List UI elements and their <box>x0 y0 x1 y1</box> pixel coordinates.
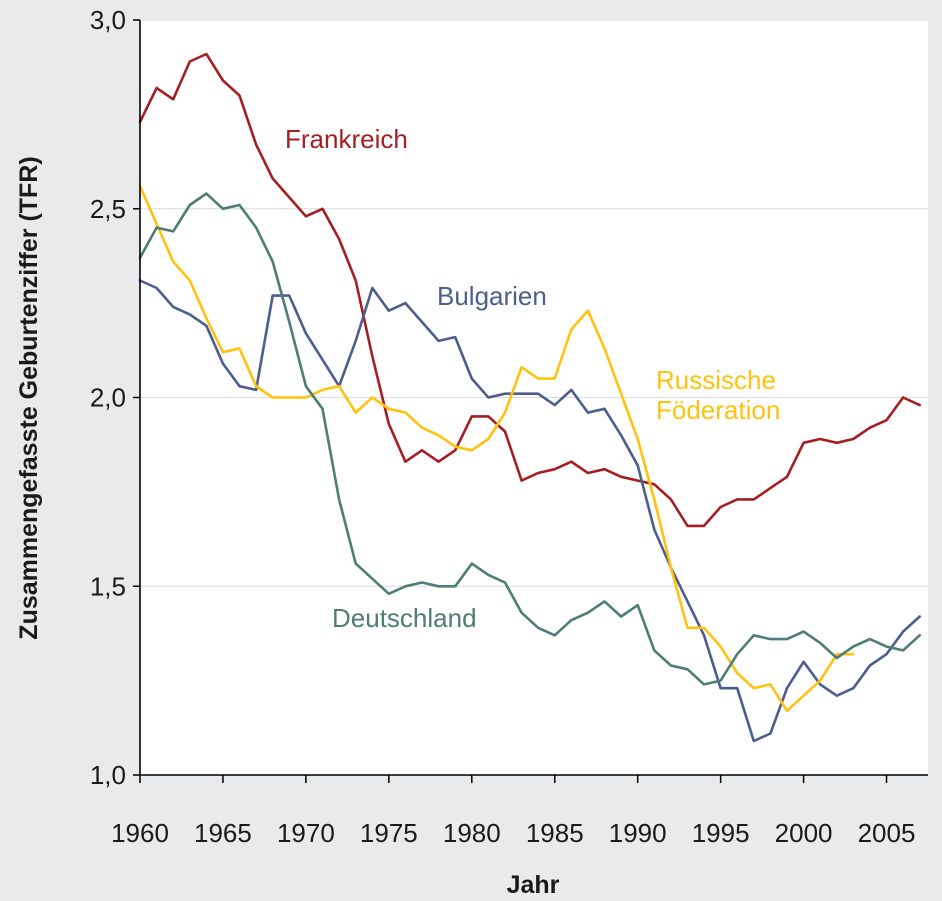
x-tick-label: 1975 <box>360 818 418 848</box>
series-label-bulgarien: Bulgarien <box>437 281 547 311</box>
x-tick-label: 2000 <box>775 818 833 848</box>
series-label-russland: Russische Föderation <box>656 365 783 425</box>
y-tick-label: 2,0 <box>90 383 126 413</box>
y-tick-label: 1,5 <box>90 571 126 601</box>
x-tick-label: 1995 <box>692 818 750 848</box>
series-label-frankreich: Frankreich <box>285 124 408 154</box>
series-line-russische-f-deration <box>138 184 855 713</box>
gridlines <box>140 19 928 587</box>
series-line-frankreich <box>138 52 922 528</box>
x-tick-label: 1960 <box>111 818 169 848</box>
y-tick-label: 2,5 <box>90 194 126 224</box>
series-line-deutschland <box>138 192 922 686</box>
series-label-russland-line-2: Föderation <box>656 395 780 425</box>
x-tick-label: 1965 <box>194 818 252 848</box>
x-axis-ticks: 1960 1965 1970 1975 1980 1985 1990 1995 2000 2005 <box>111 775 915 848</box>
series-label-russland-line-1: Russische <box>656 365 776 395</box>
x-tick-label: 1985 <box>526 818 584 848</box>
series-line-bulgarien <box>138 279 922 743</box>
x-axis-label: Jahr <box>507 871 560 899</box>
y-axis-label: Zusammengefasste Geburtenziffer (TFR) <box>15 156 43 639</box>
y-tick-label: 1,0 <box>90 760 126 790</box>
y-tick-label: 3,0 <box>90 5 126 35</box>
x-tick-label: 1990 <box>609 818 667 848</box>
x-tick-label: 2005 <box>858 818 916 848</box>
x-tick-label: 1970 <box>277 818 335 848</box>
y-axis-ticks: 1,0 1,5 2,0 2,5 3,0 <box>90 5 140 790</box>
x-tick-label: 1980 <box>443 818 501 848</box>
series-lines <box>138 52 922 743</box>
series-label-deutschland: Deutschland <box>332 603 477 633</box>
